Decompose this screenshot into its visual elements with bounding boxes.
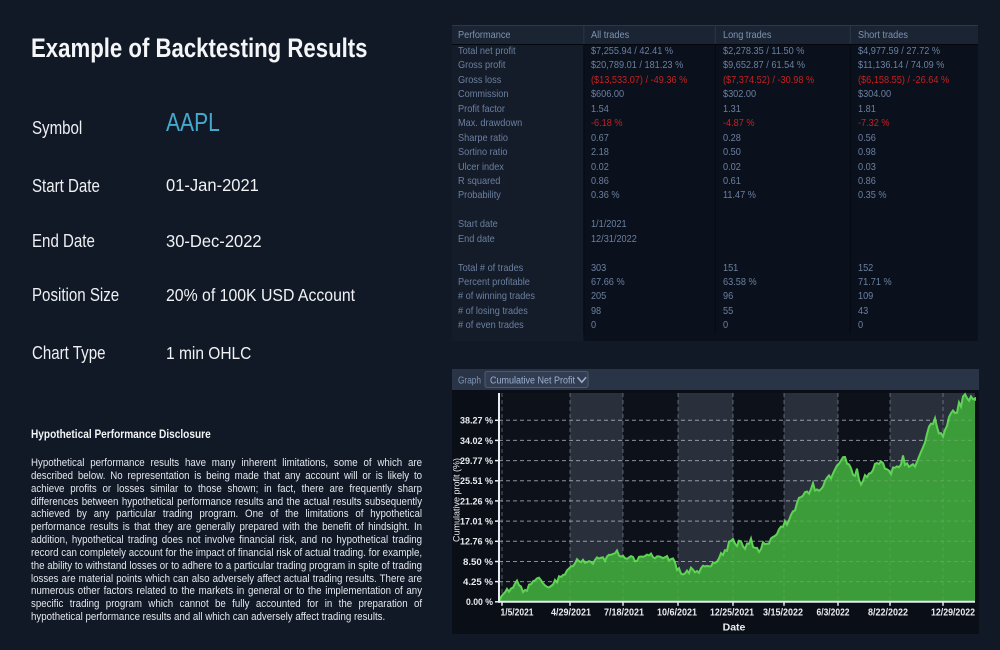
svg-text:34.02 %: 34.02 % <box>460 436 493 446</box>
svg-text:21.26 %: 21.26 % <box>460 496 493 506</box>
svg-text:Cumulative Net Profit: Cumulative Net Profit <box>490 375 575 386</box>
svg-text:25.51 %: 25.51 % <box>460 476 493 486</box>
svg-text:38.27 %: 38.27 % <box>460 416 493 426</box>
svg-text:12/29/2022: 12/29/2022 <box>931 608 975 619</box>
svg-text:10/6/2021: 10/6/2021 <box>657 608 697 619</box>
svg-text:29.77 %: 29.77 % <box>460 456 493 466</box>
svg-text:Cumulative profit (%): Cumulative profit (%) <box>452 458 462 542</box>
svg-text:3/15/2022: 3/15/2022 <box>763 608 803 619</box>
svg-text:8.50 %: 8.50 % <box>463 557 493 567</box>
svg-text:12.76 %: 12.76 % <box>460 537 493 547</box>
svg-text:Date: Date <box>723 622 746 634</box>
svg-text:4/29/2021: 4/29/2021 <box>551 608 591 619</box>
svg-text:8/22/2022: 8/22/2022 <box>868 608 908 619</box>
svg-text:0.00 %: 0.00 % <box>466 597 493 607</box>
svg-text:12/25/2021: 12/25/2021 <box>710 608 754 619</box>
svg-text:6/3/2022: 6/3/2022 <box>817 608 850 619</box>
svg-text:7/18/2021: 7/18/2021 <box>604 608 644 619</box>
svg-text:1/5/2021: 1/5/2021 <box>501 608 534 619</box>
svg-text:17.01 %: 17.01 % <box>460 517 493 527</box>
svg-text:4.25 %: 4.25 % <box>463 577 493 587</box>
svg-text:Graph: Graph <box>458 376 481 387</box>
